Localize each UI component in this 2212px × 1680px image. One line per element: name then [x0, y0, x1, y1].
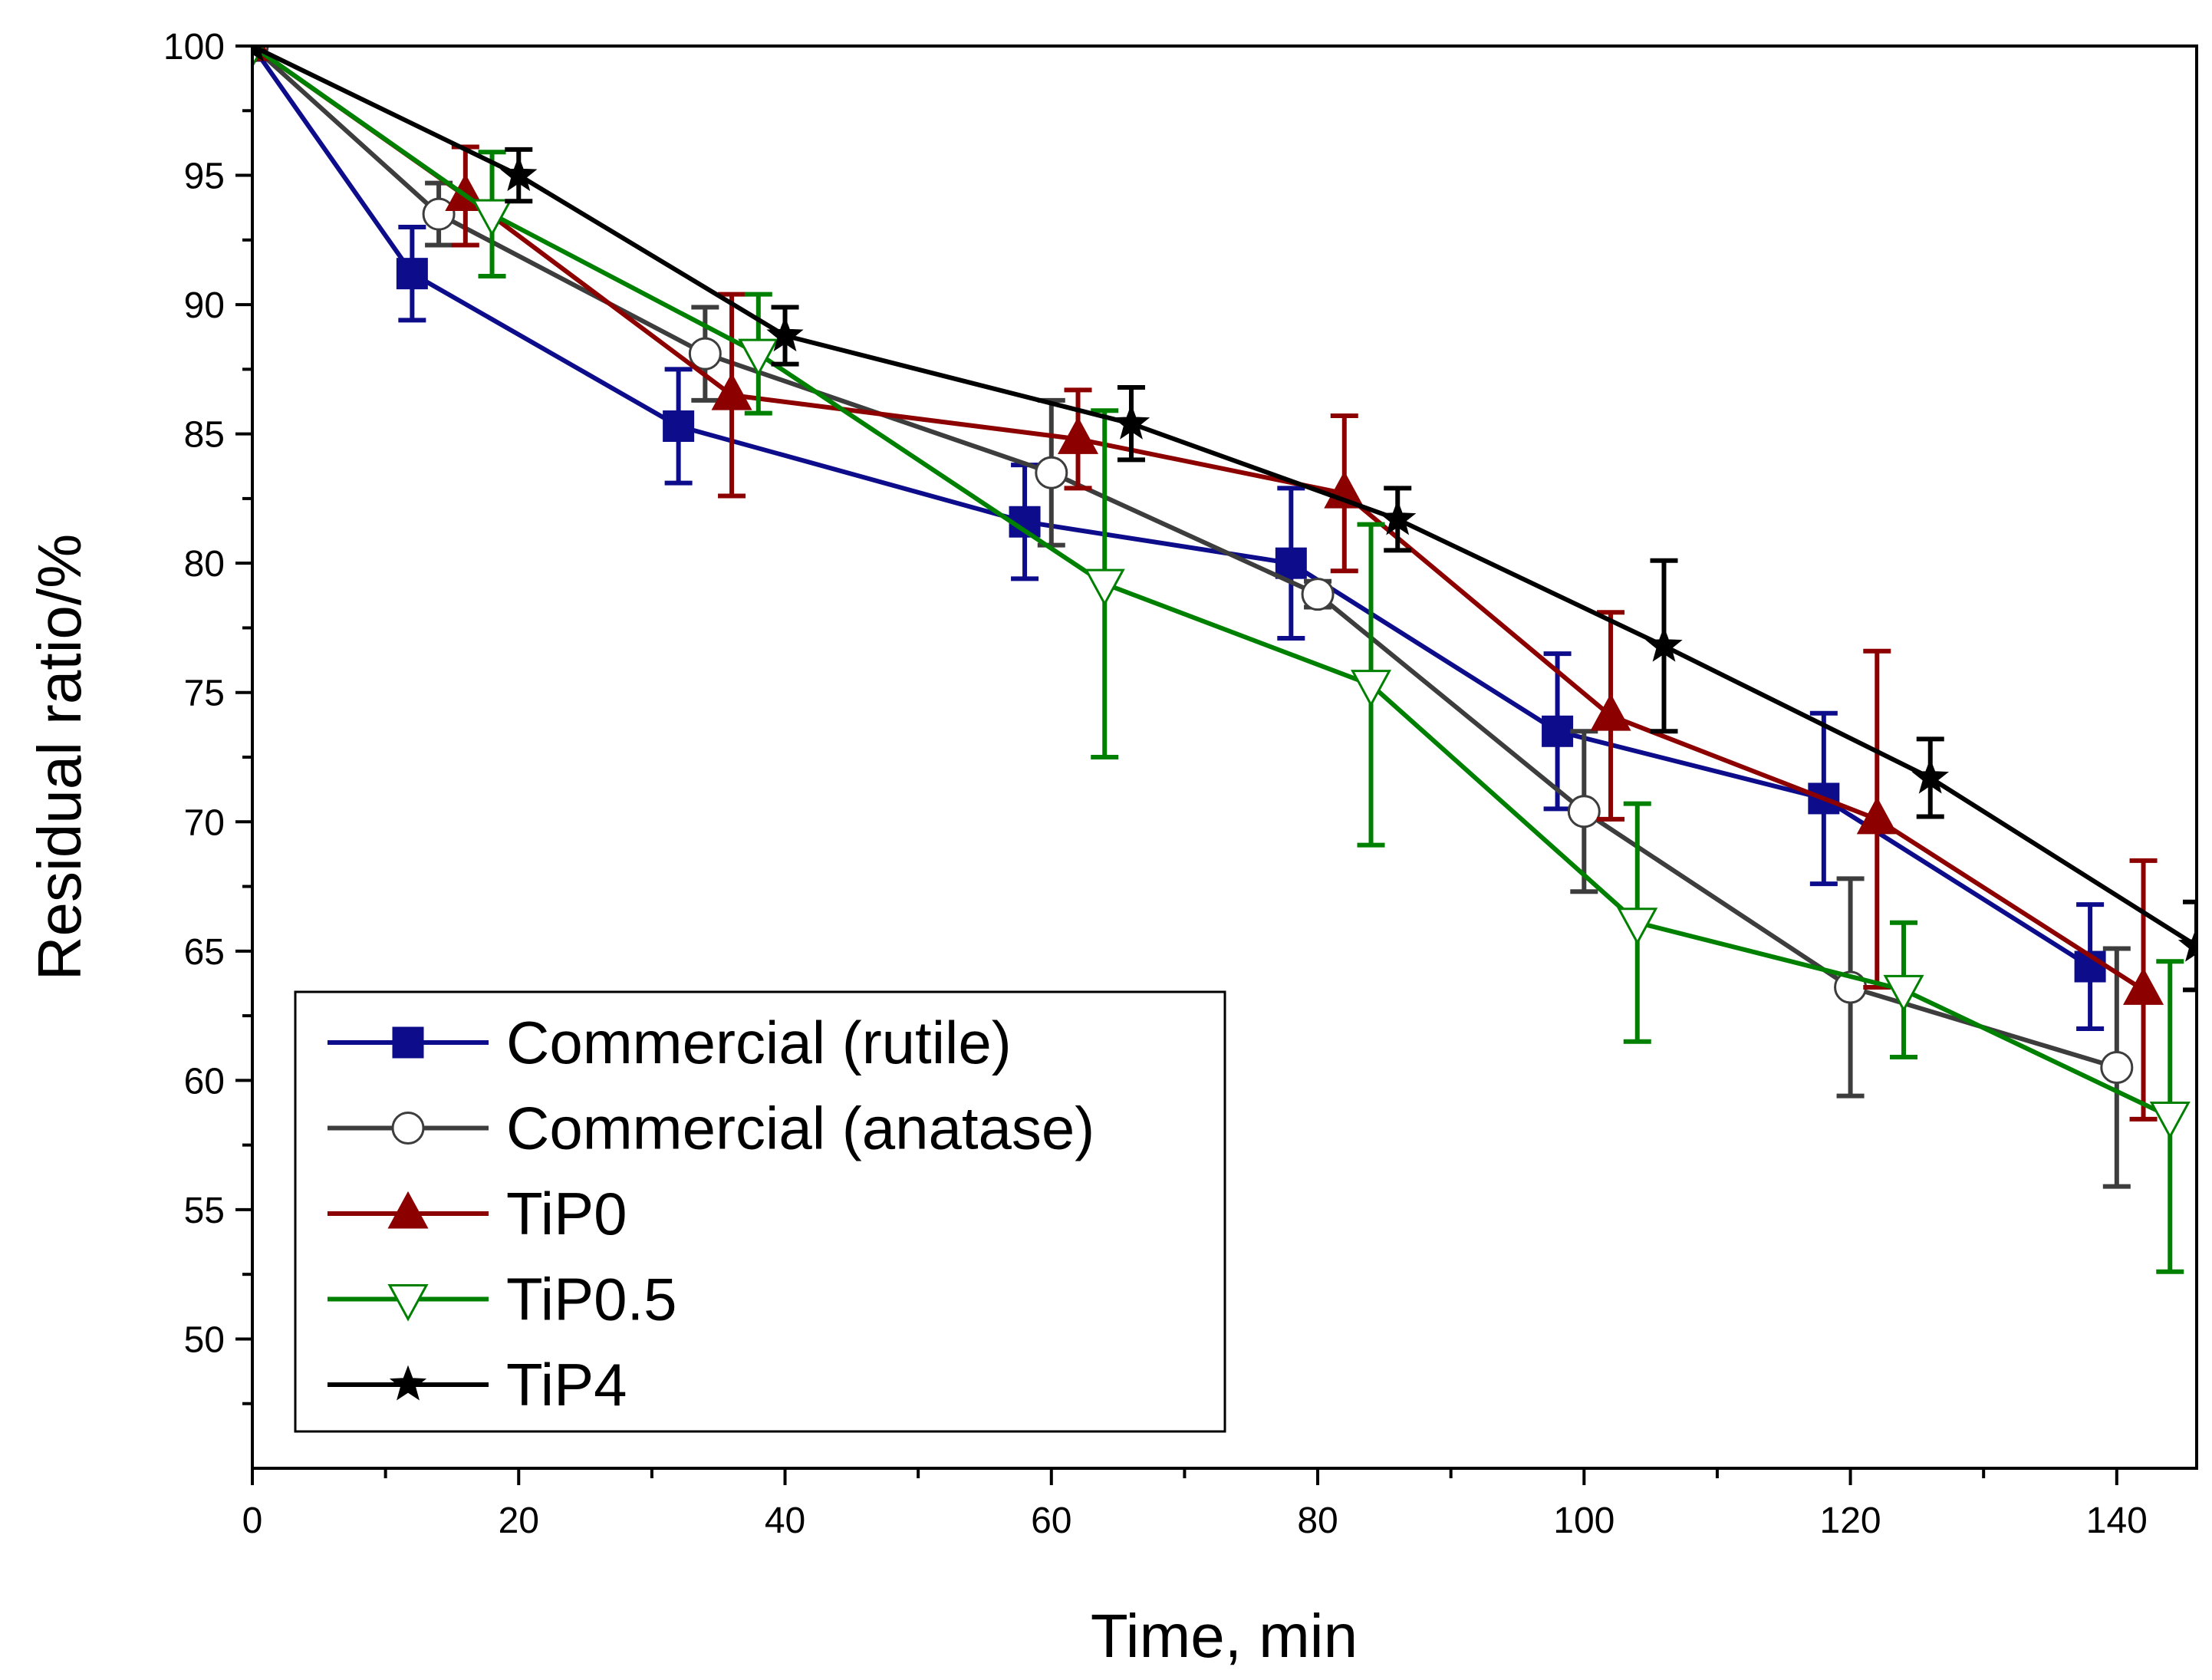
legend: Commercial (rutile) Commercial (anatase) T… — [294, 990, 1226, 1433]
data-point — [2177, 926, 2197, 962]
y-tick-label: 60 — [184, 1061, 225, 1102]
y-tick-label: 75 — [184, 674, 225, 714]
data-point — [1590, 693, 1631, 731]
y-tick-label: 85 — [184, 415, 225, 456]
data-point — [2123, 967, 2164, 1005]
legend-marker — [387, 1191, 429, 1229]
y-axis-title: Residual ratio/% — [25, 534, 94, 981]
data-point — [1617, 908, 1658, 945]
data-point — [2100, 1051, 2134, 1085]
data-point — [711, 372, 752, 410]
y-tick-label: 95 — [184, 156, 225, 197]
y-axis: 50 55 60 65 70 75 80 85 90 95 100 — [163, 27, 252, 1405]
data-point — [738, 338, 779, 377]
x-tick-label: 80 — [1297, 1500, 1338, 1541]
x-tick-label: 140 — [2086, 1500, 2148, 1541]
legend-entry-5: TiP4 — [328, 1351, 627, 1418]
data-point — [252, 46, 264, 62]
series-4 — [252, 46, 2191, 1274]
legend-entry-1: Commercial (rutile) — [328, 1009, 1012, 1076]
series-line — [252, 46, 2171, 1119]
legend-entry-4: TiP0.5 — [328, 1266, 677, 1333]
legend-label: TiP0.5 — [506, 1266, 677, 1333]
data-point — [2149, 1102, 2191, 1139]
legend-marker — [389, 1365, 427, 1401]
error-bar — [2183, 899, 2197, 993]
series-2 — [252, 46, 2134, 1189]
data-point — [1856, 796, 1898, 835]
x-tick-label: 100 — [1553, 1500, 1615, 1541]
series-3 — [252, 46, 2164, 1122]
x-axis-title: Time, min — [1091, 1602, 1358, 1670]
y-tick-label: 100 — [163, 27, 225, 68]
series-line — [252, 46, 2197, 948]
legend-label: TiP0 — [506, 1180, 627, 1247]
y-tick-label: 50 — [184, 1319, 225, 1360]
data-point — [1911, 758, 1949, 794]
legend-label: TiP4 — [506, 1351, 627, 1418]
y-tick-label: 70 — [184, 802, 225, 843]
legend-entry-2: Commercial (anatase) — [328, 1095, 1094, 1162]
data-point — [1112, 404, 1150, 440]
data-point — [1035, 456, 1068, 489]
series-line — [252, 46, 2118, 1070]
data-point — [1301, 578, 1335, 611]
x-tick-label: 120 — [1820, 1500, 1881, 1541]
data-point — [1275, 547, 1307, 579]
data-point — [1057, 417, 1099, 454]
legend-label: Commercial (anatase) — [506, 1095, 1094, 1162]
data-point — [1084, 568, 1125, 607]
y-tick-label: 55 — [184, 1191, 225, 1231]
data-point — [1350, 670, 1392, 707]
data-point — [472, 199, 513, 237]
data-point — [396, 258, 428, 290]
data-point — [500, 156, 538, 192]
data-point — [1883, 974, 1924, 1013]
data-point — [1542, 715, 1574, 747]
data-point — [766, 316, 804, 352]
legend-marker — [392, 1026, 424, 1059]
data-point — [422, 197, 456, 231]
series-line — [252, 46, 2145, 992]
y-tick-label: 65 — [184, 932, 225, 973]
x-tick-label: 60 — [1031, 1500, 1071, 1541]
x-tick-label: 20 — [499, 1500, 539, 1541]
x-tick-label: 40 — [765, 1500, 805, 1541]
x-axis: 0 20 40 60 80 100 120 140 — [242, 1468, 2148, 1541]
data-point — [1567, 795, 1601, 828]
y-tick-label: 90 — [184, 285, 225, 326]
data-point — [688, 337, 722, 371]
y-tick-label: 80 — [184, 544, 225, 585]
legend-marker — [387, 1284, 429, 1322]
x-tick-label: 0 — [242, 1500, 263, 1541]
legend-label: Commercial (rutile) — [506, 1009, 1012, 1076]
data-point — [663, 410, 695, 443]
series-5 — [252, 46, 2197, 993]
data-point — [1645, 626, 1683, 662]
data-point — [1379, 499, 1417, 535]
series-line — [252, 46, 2092, 969]
legend-marker — [391, 1112, 425, 1145]
legend-entry-3: TiP0 — [328, 1180, 627, 1247]
